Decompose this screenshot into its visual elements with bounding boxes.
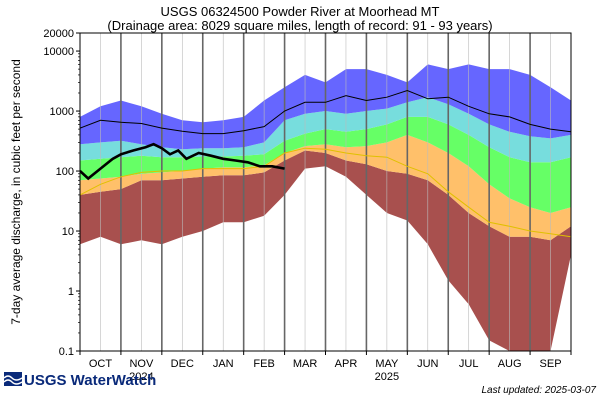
y-axis-label: 7-day average discharge, in cubic feet p… [9, 59, 23, 325]
y-tick-label: 1 [68, 286, 74, 298]
y-tick-label: 20000 [43, 28, 74, 40]
x-tick-label: MAR [293, 358, 318, 370]
y-tick-label: 1000 [50, 106, 74, 118]
logo-text: USGS WaterWatch [24, 372, 156, 389]
x-axis: OCT NOV DEC JAN FEB MAR APR MAY JUN JUL AUG SEP 2024… [79, 351, 572, 383]
x-tick-label: OCT [89, 358, 113, 370]
y-tick-label: 10 [62, 226, 74, 238]
y-axis: 20000 10000 1000 100 10 1 0.1 [43, 28, 80, 358]
chart-subtitle: (Drainage area: 8029 square miles, lengt… [107, 18, 492, 33]
last-updated: Last updated: 2025-03-07 [481, 385, 596, 396]
x-tick-label: APR [335, 358, 358, 370]
x-tick-label: NOV [129, 358, 154, 370]
x-tick-label: JUN [417, 358, 438, 370]
series-line-0 [80, 89, 571, 135]
series-line-2 [80, 142, 285, 181]
x-tick-label: MAY [375, 358, 399, 370]
x-tick-label: JUL [459, 358, 479, 370]
x-tick-label: DEC [171, 358, 194, 370]
chart-title: USGS 06324500 Powder River at Moorhead M… [161, 4, 440, 19]
y-tick-label: 0.1 [59, 346, 74, 358]
x-tick-label: FEB [253, 358, 274, 370]
y-tick-label: 100 [56, 166, 74, 178]
x-year-label: 2024 [129, 371, 153, 383]
y-tick-label: 10000 [43, 46, 74, 58]
x-year-label: 2025 [375, 371, 399, 383]
plot-area [79, 32, 572, 352]
wave-icon [3, 375, 23, 385]
x-tick-label: AUG [498, 358, 522, 370]
x-tick-label: JAN [213, 358, 234, 370]
series-line-1 [80, 147, 571, 238]
usgs-logo: USGS WaterWatch [3, 372, 156, 389]
x-tick-label: SEP [540, 358, 562, 370]
